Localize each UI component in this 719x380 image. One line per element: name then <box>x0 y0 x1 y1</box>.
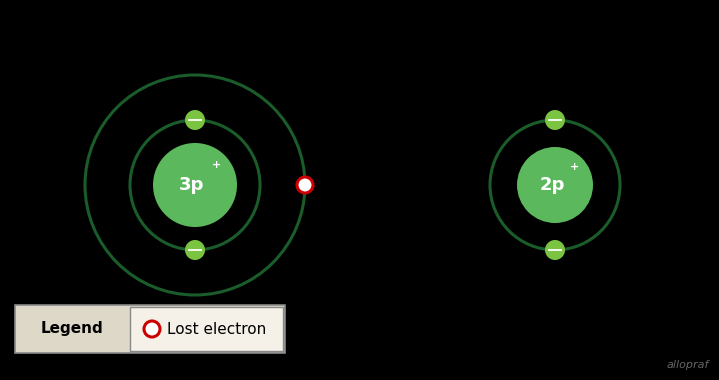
Circle shape <box>545 240 565 260</box>
Text: +: + <box>570 162 580 172</box>
Circle shape <box>297 177 313 193</box>
FancyBboxPatch shape <box>15 305 285 353</box>
Text: +: + <box>212 160 221 170</box>
Text: Legend: Legend <box>41 321 104 337</box>
Text: allopraf: allopraf <box>667 360 709 370</box>
FancyBboxPatch shape <box>130 307 283 351</box>
Circle shape <box>185 110 205 130</box>
Text: 3p: 3p <box>179 176 205 194</box>
Text: 2p: 2p <box>539 176 564 194</box>
Circle shape <box>545 110 565 130</box>
Text: Lost electron: Lost electron <box>167 321 266 337</box>
Circle shape <box>144 321 160 337</box>
Circle shape <box>153 143 237 227</box>
Circle shape <box>517 147 593 223</box>
Circle shape <box>185 240 205 260</box>
